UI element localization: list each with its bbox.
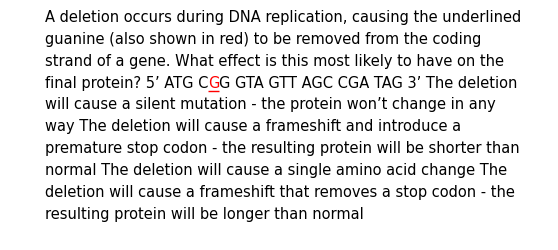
Text: G GTA GTT AGC CGA TAG 3’ The deletion: G GTA GTT AGC CGA TAG 3’ The deletion — [219, 75, 518, 90]
Text: premature stop codon - the resulting protein will be shorter than: premature stop codon - the resulting pro… — [45, 140, 519, 156]
Text: way The deletion will cause a frameshift and introduce a: way The deletion will cause a frameshift… — [45, 119, 461, 134]
Text: resulting protein will be longer than normal: resulting protein will be longer than no… — [45, 206, 363, 221]
Text: normal The deletion will cause a single amino acid change The: normal The deletion will cause a single … — [45, 162, 507, 177]
Text: strand of a gene. What effect is this most likely to have on the: strand of a gene. What effect is this mo… — [45, 54, 504, 68]
Text: will cause a silent mutation - the protein won’t change in any: will cause a silent mutation - the prote… — [45, 97, 496, 112]
Text: final protein? 5’ ATG C: final protein? 5’ ATG C — [45, 75, 208, 90]
Text: deletion will cause a frameshift that removes a stop codon - the: deletion will cause a frameshift that re… — [45, 184, 514, 199]
Text: A deletion occurs during DNA replication, causing the underlined: A deletion occurs during DNA replication… — [45, 10, 521, 25]
Text: guanine (also shown in red) to be removed from the coding: guanine (also shown in red) to be remove… — [45, 32, 481, 47]
Text: G: G — [208, 75, 219, 90]
